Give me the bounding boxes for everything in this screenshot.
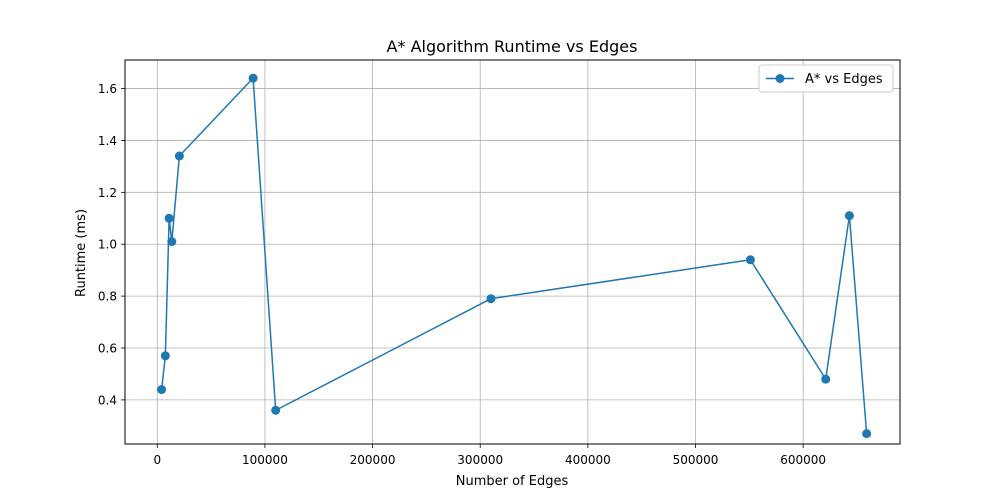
legend-label: A* vs Edges: [805, 72, 883, 87]
legend-box: [758, 64, 894, 93]
x-axis-label: Number of Edges: [456, 474, 569, 489]
data-point: [745, 255, 755, 265]
data-point: [486, 294, 496, 304]
data-point: [167, 237, 177, 247]
x-tick-label: 0: [153, 453, 161, 467]
y-tick-label: 1.6: [98, 82, 117, 96]
y-tick-label: 1.4: [98, 134, 117, 148]
legend-marker-swatch: [775, 74, 785, 83]
data-point: [821, 374, 831, 384]
y-axis-label: Runtime (ms): [74, 209, 89, 297]
data-point: [248, 73, 258, 83]
plot-frame: [124, 59, 901, 445]
legend: A* vs Edges: [758, 64, 894, 93]
data-point: [160, 351, 170, 361]
x-tick-label: 600000: [780, 453, 826, 467]
data-point: [844, 211, 854, 221]
x-tick-label: 500000: [673, 453, 719, 467]
y-tick-label: 1.0: [98, 238, 117, 252]
chart-title: A* Algorithm Runtime vs Edges: [387, 37, 638, 56]
data-point: [164, 213, 174, 223]
y-tick-label: 0.6: [98, 342, 117, 356]
y-tick-label: 0.8: [98, 290, 117, 304]
x-tick-label: 300000: [457, 453, 503, 467]
x-tick-label: 400000: [565, 453, 611, 467]
x-tick-label: 200000: [350, 453, 396, 467]
series-layer: [157, 73, 872, 439]
y-tick-label: 0.4: [98, 393, 117, 407]
x-tick-label: 100000: [242, 453, 288, 467]
data-point: [271, 405, 281, 415]
ticks: 0 100000 200000 300000 400000 500000 600000 0.4…: [98, 82, 826, 467]
y-tick-label: 1.2: [98, 186, 117, 200]
data-point: [174, 151, 184, 161]
data-point: [157, 385, 167, 395]
data-point: [862, 429, 872, 439]
